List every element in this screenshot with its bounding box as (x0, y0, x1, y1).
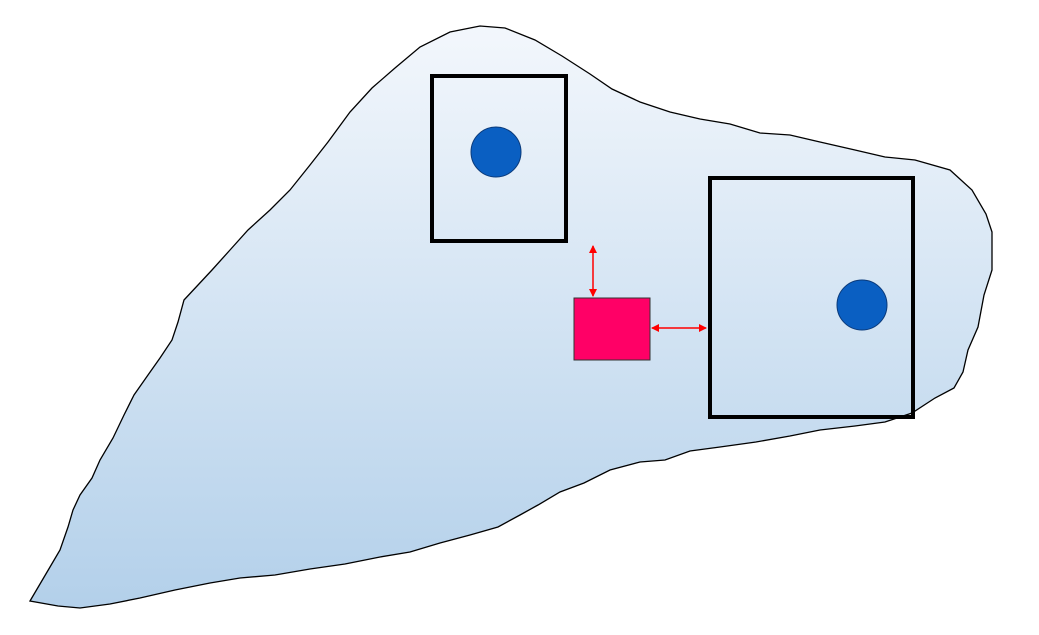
circle-b (836, 279, 888, 331)
marker-square (573, 297, 651, 361)
box-b (708, 176, 915, 419)
circle-a (470, 126, 522, 178)
irregular-region (28, 25, 993, 609)
box-a (430, 74, 568, 243)
